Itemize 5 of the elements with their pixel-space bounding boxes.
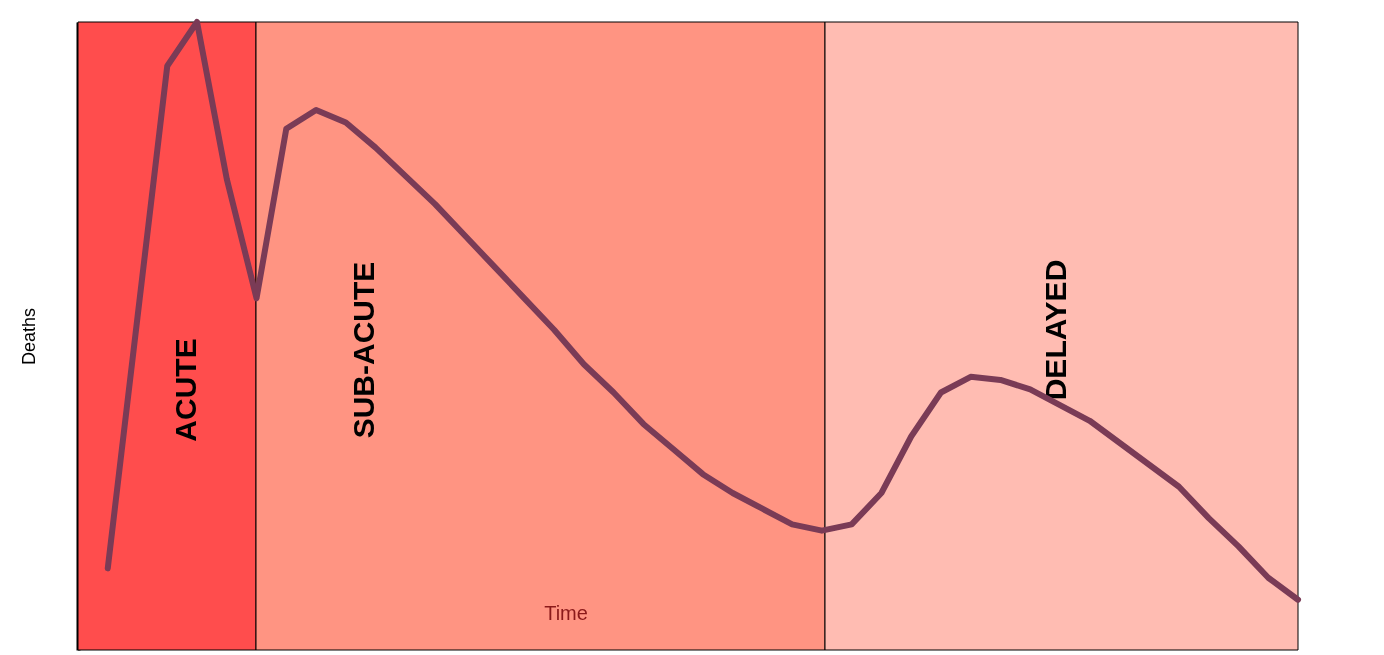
annotation: ACUTE bbox=[169, 338, 202, 442]
annotation: DELAYED bbox=[1039, 259, 1072, 401]
annotation: SUB-ACUTE bbox=[347, 261, 380, 439]
x-axis-title: Time bbox=[544, 602, 588, 624]
y-axis-title: Deaths bbox=[18, 307, 39, 366]
